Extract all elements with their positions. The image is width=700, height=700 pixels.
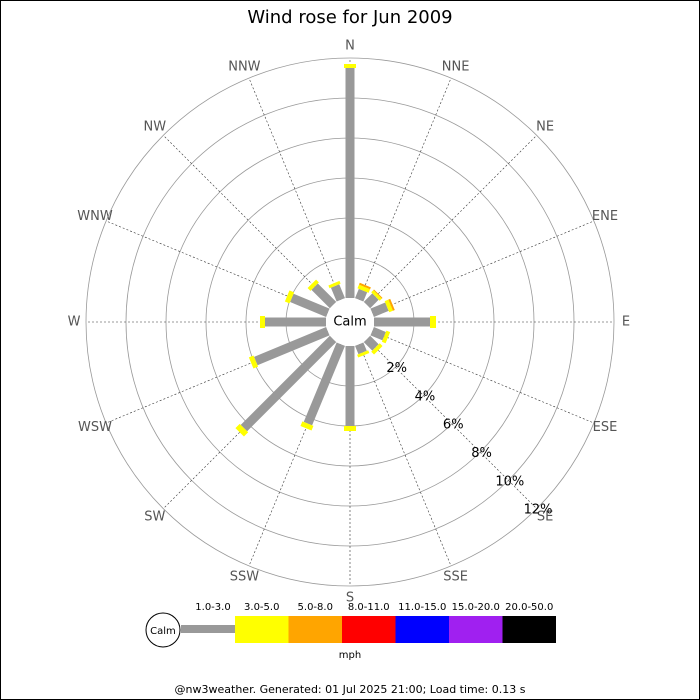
spoke (366, 135, 537, 306)
bar-segment (384, 299, 393, 313)
legend-label: 3.0-5.0 (244, 602, 279, 613)
spoke (248, 77, 342, 300)
bar-segment (357, 350, 370, 358)
direction-label: S (346, 591, 354, 606)
bar-segment (328, 280, 341, 289)
legend-label: 15.0-20.0 (452, 602, 500, 613)
bar-segment (363, 293, 379, 309)
bar-segment (357, 284, 371, 293)
direction-label: WNW (77, 209, 113, 224)
spoke (372, 330, 595, 424)
direction-label: WSW (78, 420, 112, 435)
legend-swatch (342, 616, 396, 643)
chart-title: Wind rose for Jun 2009 (247, 7, 452, 28)
legend-label: 5.0-8.0 (298, 602, 333, 613)
direction-label: NW (144, 119, 167, 134)
grid-ring (85, 57, 615, 587)
bar-segment (235, 423, 249, 437)
legend-swatch (395, 616, 449, 643)
bar-segment (284, 290, 295, 304)
spoke (358, 77, 452, 300)
direction-label: ESE (593, 420, 618, 435)
legend-swatch (502, 616, 556, 643)
bar-segment (355, 342, 367, 355)
bar-segment (358, 282, 371, 290)
direction-label: SSW (230, 569, 260, 584)
spoke (358, 344, 452, 567)
ring-label: 2% (386, 361, 407, 376)
ring-label: 12% (524, 503, 553, 518)
bar-segment (371, 343, 383, 355)
bar-segment (388, 298, 395, 311)
legend-calm-circle (145, 612, 181, 648)
direction-label: W (68, 315, 81, 330)
bar-segment (303, 342, 345, 426)
legend-label: 8.0-11.0 (348, 602, 390, 613)
bar-segment (311, 283, 337, 309)
legend-label: 11.0-15.0 (398, 602, 446, 613)
direction-label: SE (537, 510, 553, 525)
bar-segment (373, 289, 383, 299)
direction-label: NE (536, 119, 554, 134)
bar-segment (381, 330, 391, 344)
direction-label: NNW (228, 60, 260, 75)
legend-calm-label: Calm (150, 626, 176, 637)
bar-segment (330, 284, 345, 302)
bar-segment (370, 302, 389, 317)
bar-segment (300, 421, 314, 431)
spoke (366, 338, 537, 509)
bar-segment (307, 279, 319, 291)
bar-segment (363, 335, 379, 351)
legend-swatch (181, 625, 235, 633)
ring-label: 4% (415, 389, 436, 404)
bar-segment (290, 293, 330, 317)
bar-segment (355, 288, 368, 302)
legend-swatch (288, 616, 342, 643)
direction-label: E (622, 315, 630, 330)
calm-circle (326, 298, 374, 346)
bar-segment (371, 290, 382, 301)
spoke (163, 135, 334, 306)
calm-label: Calm (333, 315, 366, 330)
ring-label: 6% (443, 418, 464, 433)
footer: @nw3weather. Generated: 01 Jul 2025 21:0… (175, 683, 526, 696)
direction-label: N (345, 39, 355, 54)
legend-unit: mph (339, 650, 361, 661)
ring-label: 8% (471, 446, 492, 461)
bar-segment (240, 335, 337, 432)
direction-label: NNE (442, 60, 470, 75)
ring-label: 10% (495, 474, 524, 489)
direction-label: SSE (443, 569, 468, 584)
bar-segment (248, 355, 259, 369)
spoke (372, 220, 595, 314)
bar-segment (254, 327, 330, 366)
legend-swatch (235, 616, 289, 643)
legend-label: 20.0-50.0 (505, 602, 553, 613)
direction-label: ENE (592, 209, 618, 224)
legend-label: 1.0-3.0 (195, 602, 230, 613)
direction-label: SW (144, 510, 165, 525)
bar-segment (370, 327, 386, 341)
legend-swatch (449, 616, 503, 643)
